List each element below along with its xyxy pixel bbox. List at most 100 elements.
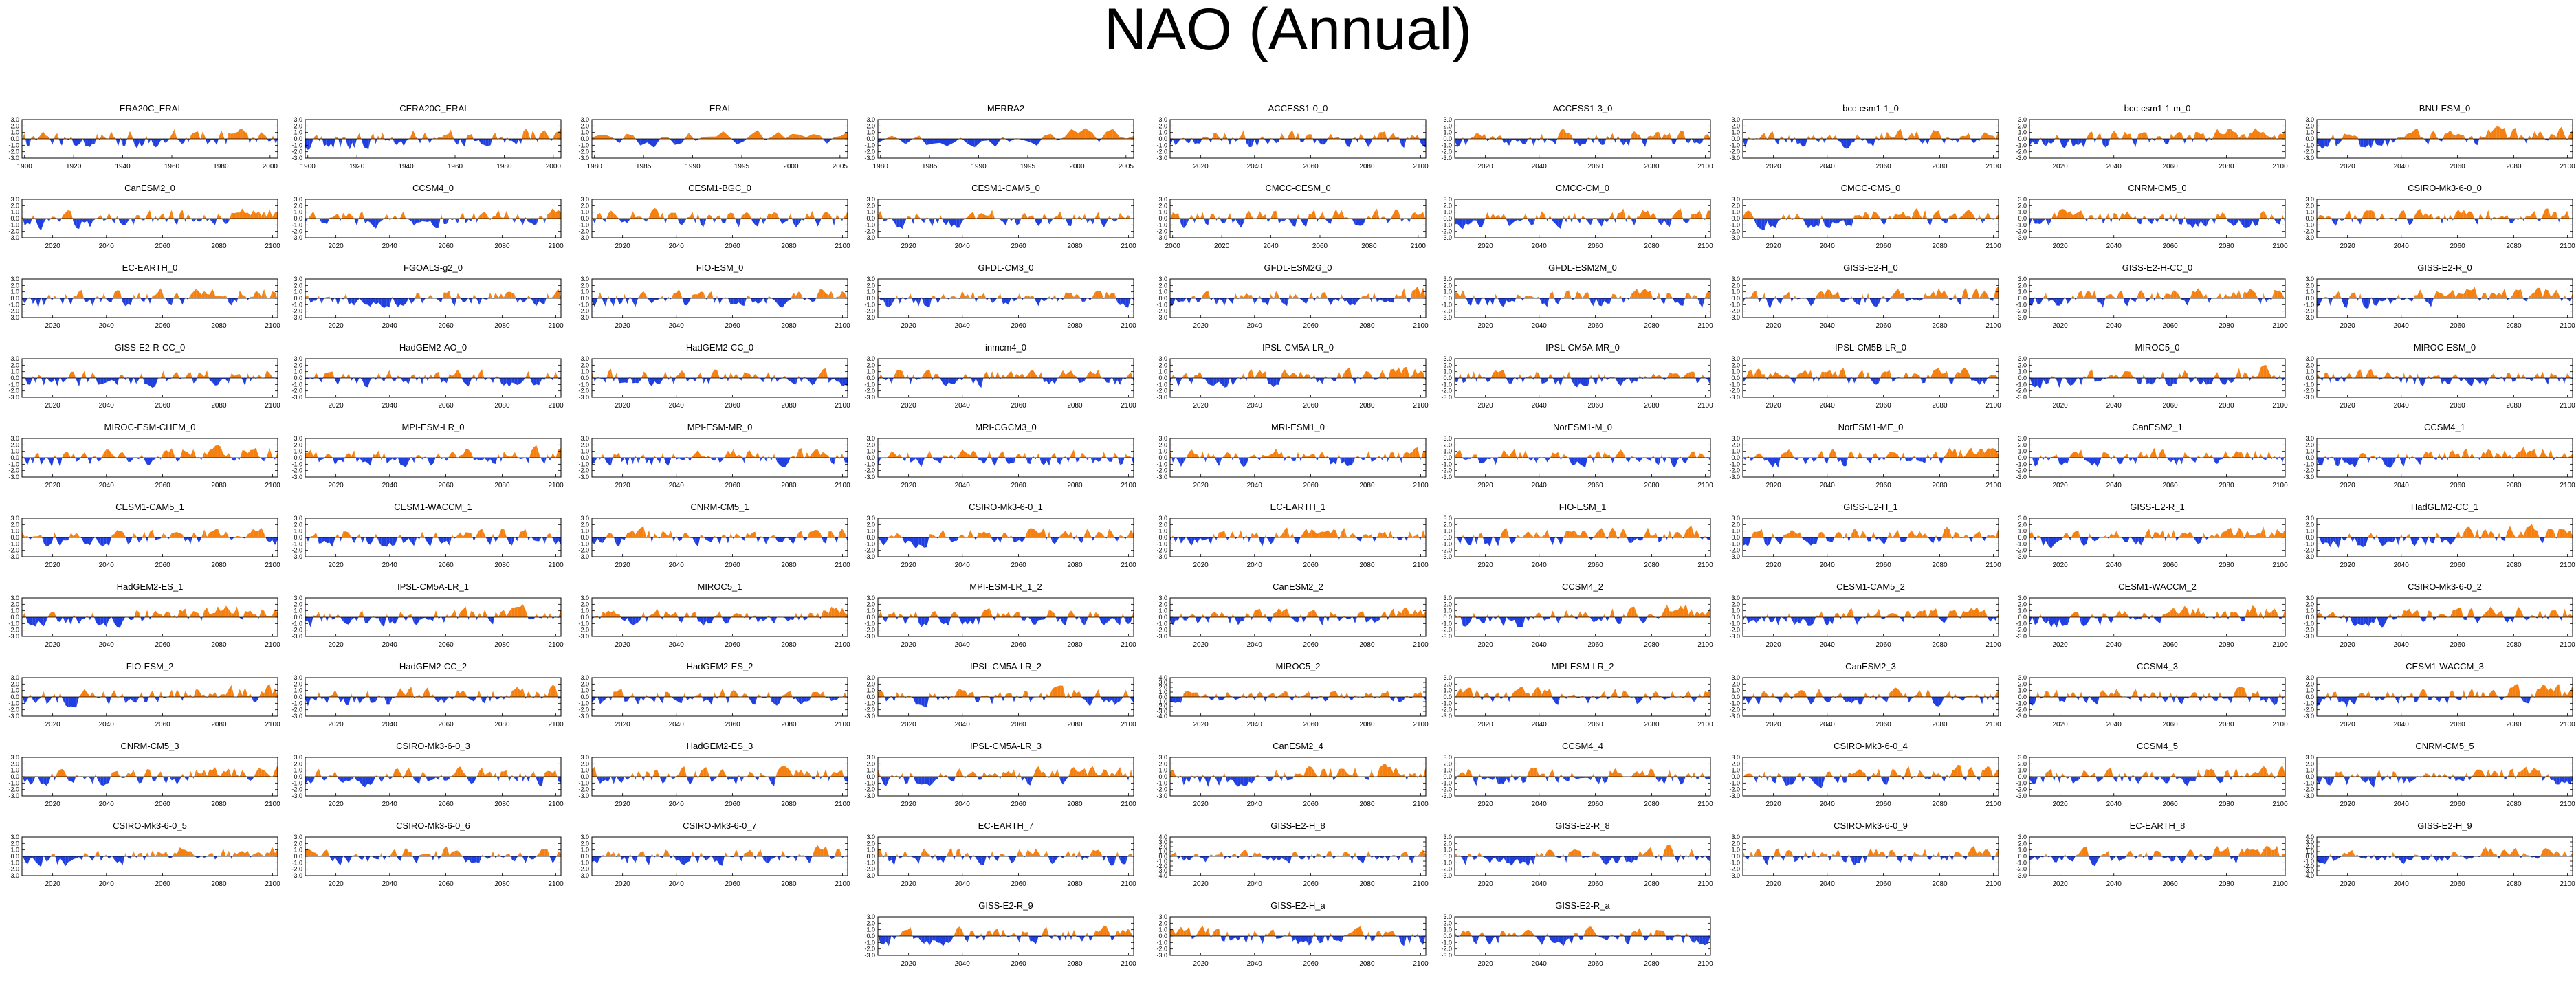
series-area [217,139,219,146]
series-area [1123,216,1126,219]
series-area [2341,219,2344,221]
series-area [186,298,188,300]
series-area [462,139,465,147]
series-area [1789,135,1790,139]
series-area [188,372,191,378]
series-area [1347,298,1350,306]
series-area [267,370,270,378]
series-area [95,297,96,298]
series-area [784,375,787,378]
series-area [1759,298,1762,303]
series-area [602,219,606,222]
series-area [1653,298,1656,301]
series-area [423,374,426,378]
series-area [1708,210,1710,219]
series-area [1854,139,1856,142]
series-area [1068,370,1071,378]
series-area [2203,133,2205,139]
series-area [1980,135,1983,139]
series-area [766,212,769,219]
series-area [472,133,474,139]
y-tick-label: -3.0 [578,234,589,241]
series-area [2146,219,2150,222]
series-area [1988,212,1991,219]
series-area [1418,286,1421,298]
series-area [2230,219,2234,227]
series-area [1407,136,1409,139]
series-area [627,219,630,223]
series-area [22,133,25,139]
series-area [2540,219,2542,222]
series-area [269,373,273,378]
series-area [428,294,431,298]
y-tick-label: -1.0 [1729,142,1740,148]
series-area [1895,214,1898,219]
series-area [2559,219,2561,223]
series-area [1765,298,1768,303]
series-area [457,139,461,145]
series-area [242,295,245,298]
series-area [346,373,349,378]
series-area [1546,219,1548,221]
series-area [43,219,47,223]
series-area [2371,210,2375,219]
series-area [606,213,608,219]
series-area [1623,139,1627,146]
series-area [1465,139,1468,146]
series-area [629,375,630,378]
series-area [200,131,203,139]
series-area [35,378,38,384]
series-area [2176,131,2179,139]
series-area [30,298,33,304]
series-area [1590,219,1594,225]
series-area [2212,133,2215,139]
series-area [1200,139,1202,144]
series-area [1099,139,1101,142]
series-area [2137,293,2139,298]
series-area [257,135,259,139]
y-tick-label: -1.0 [1729,221,1740,228]
series-area [2051,219,2052,221]
series-area [1084,213,1086,219]
series-area [668,378,670,381]
series-area [2322,139,2325,149]
series-area [635,298,638,307]
series-area [1585,292,1588,298]
series-area [613,137,615,139]
series-area [542,298,545,304]
series-area [2144,132,2147,139]
series-area [408,378,411,384]
series-area [633,135,636,139]
page-title: NAO (Annual) [1103,0,1473,63]
series-area [940,293,943,298]
series-area [654,139,660,148]
series-area [1522,139,1526,145]
series-area [1073,293,1077,298]
series-area [597,212,600,219]
series-area [1003,298,1006,304]
series-area [408,219,412,221]
series-area [347,298,349,305]
series-area [1358,219,1361,226]
series-area [114,290,118,298]
y-tick-label: 3.0 [10,276,19,282]
series-area [2537,131,2540,139]
series-area [78,139,81,145]
series-area [1541,133,1543,139]
series-area [659,296,663,298]
series-area [1554,298,1556,302]
series-area [787,378,791,382]
series-area [351,215,355,219]
series-area [250,210,254,219]
y-tick-label: 1.0 [1443,209,1452,216]
series-area [795,378,798,385]
series-area [1368,216,1372,219]
x-tick-label: 2020 [1193,163,1209,170]
series-area [525,129,529,139]
series-area [1008,370,1011,378]
series-area [1961,291,1963,298]
series-area [1655,131,1659,139]
series-area [1501,139,1504,144]
series-area [2515,289,2518,298]
series-area [1053,216,1055,219]
